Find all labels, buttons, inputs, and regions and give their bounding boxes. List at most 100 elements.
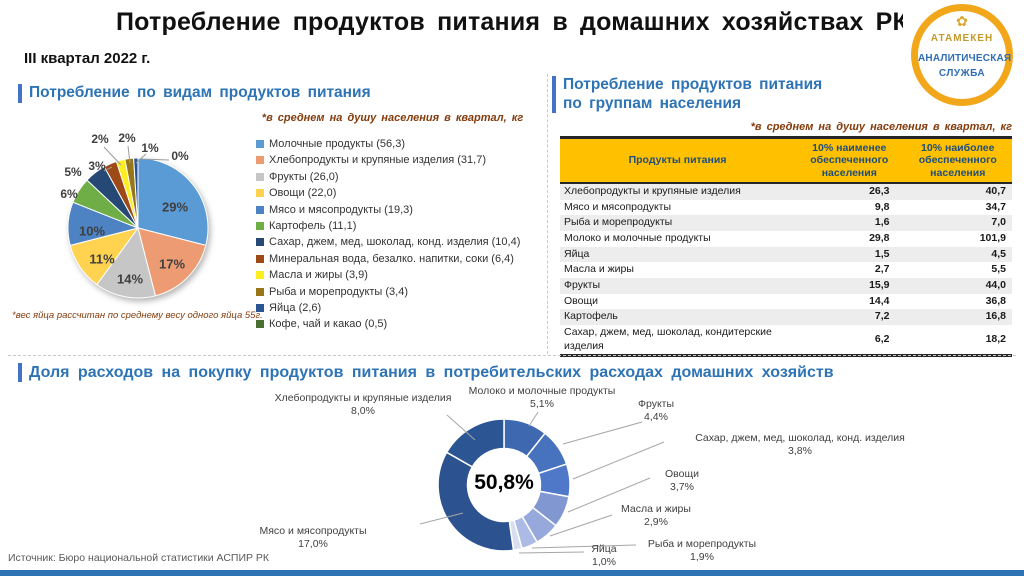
logo-service-line1: АНАЛИТИЧЕСКАЯ xyxy=(918,53,1012,64)
table-row: Картофель 7,2 16,8 xyxy=(560,309,1012,325)
donut-label-name: Хлебопродукты и крупяные изделия xyxy=(274,392,452,404)
donut-label-percent: 3,8% xyxy=(788,445,812,457)
legend-item: Картофель (11,1) xyxy=(256,218,556,234)
donut-label: Хлебопродукты и крупяные изделия 8,0% xyxy=(233,392,493,418)
cell-low-income: 15,9 xyxy=(869,278,890,291)
leader-line xyxy=(127,145,131,164)
pie-percent-label: 11% xyxy=(89,251,115,266)
cell-product: Масла и жиры xyxy=(564,263,634,276)
left-subtitle: *в среднем на душу населения в квартал, … xyxy=(261,112,524,124)
donut-label-percent: 1,9% xyxy=(690,551,714,563)
leader-line xyxy=(518,551,585,554)
pie-percent-label: 14% xyxy=(117,271,143,286)
pie-percent-label: 6% xyxy=(60,187,78,201)
cell-product: Сахар, джем, мед, шоколад, кондитерские … xyxy=(560,324,796,358)
cell-high-income: 4,5 xyxy=(991,247,1006,260)
heading-right-line1: Потребление продуктов питания xyxy=(563,76,823,93)
legend-label: Рыба и морепродукты (3,4) xyxy=(269,285,409,298)
leader-line xyxy=(103,166,113,172)
cell-high-income: 18,2 xyxy=(903,324,1012,358)
pie-percent-label: 0% xyxy=(171,149,189,163)
cell-product: Яйца xyxy=(564,247,590,260)
pie-chart: 29% 17% 14%11% 10% 6% 5% 3% 2% 2% 1% 0% xyxy=(60,131,209,299)
legend-item: Рыба и морепродукты (3,4) xyxy=(256,284,556,300)
col-high-income: 10% наиболее обеспеченного населения xyxy=(903,136,1012,185)
cell-product: Молоко и молочные продукты xyxy=(564,232,711,245)
population-table-wrap: Продукты питания 10% наименее обеспеченн… xyxy=(560,136,1012,358)
legend-swatch xyxy=(256,238,264,247)
section-heading-bottom: Доля расходов на покупку продуктов питан… xyxy=(18,363,1018,383)
cell-low-income: 6,2 xyxy=(795,324,904,358)
cell-high-income: 101,9 xyxy=(979,232,1006,245)
leader-line xyxy=(103,146,122,166)
donut-label-percent: 1,0% xyxy=(592,556,616,568)
section-heading-left: Потребление по видам продуктов питания xyxy=(18,84,488,103)
donut-label: Рыба и морепродукты 1,9% xyxy=(572,538,832,564)
pie-percent-label: 3% xyxy=(88,159,106,173)
vertical-divider xyxy=(547,74,548,354)
legend-swatch xyxy=(256,140,264,148)
leader-line xyxy=(446,414,476,441)
legend-swatch xyxy=(256,222,264,231)
logo-org-name: АТАМЕКЕН xyxy=(930,33,994,44)
legend-label: Мясо и мясопродукты (19,3) xyxy=(269,203,413,216)
logo-service-line2: СЛУЖБА xyxy=(938,68,986,79)
donut-label: Сахар, джем, мед, шоколад, конд. изделия… xyxy=(670,432,930,458)
pie-percent-label: 5% xyxy=(64,165,82,179)
legend-label: Картофель (11,1) xyxy=(269,220,357,233)
donut-slice xyxy=(445,418,505,468)
legend-swatch xyxy=(256,287,264,296)
donut-label-percent: 4,4% xyxy=(644,411,668,423)
atameken-logo: ✿ АТАМЕКЕН АНАЛИТИЧЕСКАЯ СЛУЖБА xyxy=(903,2,1021,114)
pie-percent-label: 29% xyxy=(162,199,188,214)
table-row: Сахар, джем, мед, шоколад, кондитерские … xyxy=(560,324,1012,358)
table-row: Овощи 14,4 36,8 xyxy=(560,294,1012,310)
cell-high-income: 5,5 xyxy=(991,263,1006,276)
cell-product: Хлебопродукты и крупяные изделия xyxy=(564,185,741,198)
right-subtitle: *в среднем на душу населения в квартал, … xyxy=(750,121,1012,133)
period-label: III квартал 2022 г. xyxy=(24,50,151,67)
leader-line xyxy=(549,514,613,537)
donut-label: Фрукты 4,4% xyxy=(526,398,786,424)
legend-swatch xyxy=(256,205,264,214)
pie-slice xyxy=(137,227,207,297)
cell-low-income: 1,6 xyxy=(874,216,890,229)
cell-low-income: 26,3 xyxy=(869,185,890,198)
bottom-accent-strip xyxy=(0,570,1024,576)
legend-item: Масла и жиры (3,9) xyxy=(256,267,556,283)
legend-label: Яйца (2,6) xyxy=(269,302,322,315)
cell-high-income: 40,7 xyxy=(985,185,1006,198)
leader-line xyxy=(572,441,665,480)
donut-label: Молоко и молочные продукты 5,1% xyxy=(412,385,672,411)
table-row: Мясо и мясопродукты 9,8 34,7 xyxy=(560,200,1012,216)
cell-high-income: 44,0 xyxy=(985,278,1006,291)
table-row: Хлебопродукты и крупяные изделия 26,3 40,7 xyxy=(560,183,1012,200)
cell-low-income: 1,5 xyxy=(874,247,890,260)
section-heading-right: Потребление продуктов питания по группам… xyxy=(552,76,982,114)
heading-accent-bar xyxy=(18,84,22,103)
table-header: Продукты питания 10% наименее обеспеченн… xyxy=(560,136,1012,185)
legend-swatch xyxy=(256,320,264,329)
donut-label-name: Овощи xyxy=(665,468,699,480)
donut-label-percent: 5,1% xyxy=(530,398,554,410)
section-heading-right-text: Потребление продуктов питания по группам… xyxy=(563,76,822,113)
leader-line xyxy=(531,544,637,549)
leader-line xyxy=(562,421,643,445)
pie-percent-label: 1% xyxy=(141,141,159,155)
donut-svg xyxy=(419,411,665,554)
cell-product: Картофель xyxy=(564,310,618,323)
leader-line xyxy=(567,477,651,513)
donut-label-name: Фрукты xyxy=(637,398,675,410)
table-row: Фрукты 15,9 44,0 xyxy=(560,277,1012,294)
source-note: Источник: Бюро национальной статистики А… xyxy=(8,552,270,564)
pie-percent-label: 2% xyxy=(118,131,136,145)
donut-label-name: Мясо и мясопродукты xyxy=(259,525,367,537)
donut-label-percent: 17,0% xyxy=(298,538,328,550)
col-products: Продукты питания xyxy=(560,136,796,185)
cell-low-income: 7,2 xyxy=(874,310,890,323)
donut-slice xyxy=(437,451,515,552)
legend-swatch xyxy=(256,156,264,165)
col-low-income: 10% наименее обеспеченного населения xyxy=(795,136,904,185)
cell-low-income: 2,7 xyxy=(874,263,890,276)
